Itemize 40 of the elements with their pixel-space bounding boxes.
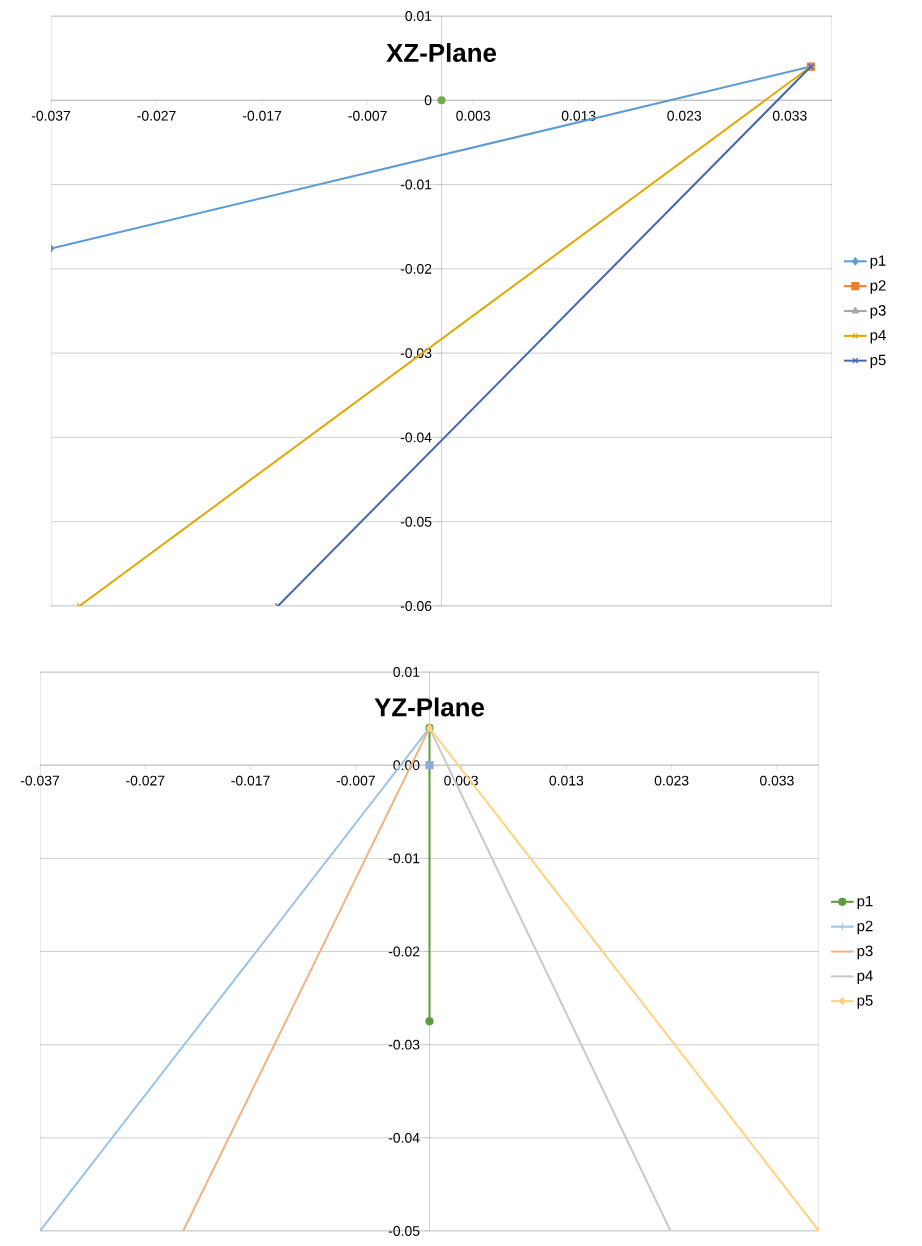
x-tick-label: 0.013 (549, 775, 584, 786)
text: XZ-Plane (386, 43, 497, 63)
y-tick-label: -0.02 (400, 263, 432, 274)
legend-label: p3 (857, 945, 873, 960)
x-tick-label: -0.007 (348, 110, 387, 121)
x-tick-label: 0.033 (772, 110, 807, 121)
y-tick-label: -0.02 (388, 946, 420, 957)
x-tick-label: 0.003 (456, 110, 490, 121)
x-tick-label: -0.027 (126, 775, 165, 786)
x-tick-label: -0.017 (231, 775, 270, 786)
legend-label: p4 (857, 970, 873, 984)
legend-label: p1 (870, 255, 886, 269)
y-tick-label: -0.01 (400, 179, 432, 190)
legend-label: p2 (870, 280, 886, 294)
y-tick-label: -0.05 (400, 516, 432, 527)
y-tick-label: -0.01 (388, 853, 420, 864)
y-tick-label: 0.01 (393, 667, 420, 677)
legend-label: p4 (870, 330, 886, 344)
y-tick-label: -0.03 (388, 1039, 420, 1050)
y-tick-label: 0 (424, 95, 432, 106)
legend-label: p5 (857, 995, 873, 1009)
y-tick-label: 0.01 (405, 11, 432, 21)
y-tick-label: -0.06 (400, 601, 432, 611)
x-tick-label: -0.017 (242, 110, 282, 121)
x-tick-label: -0.037 (20, 775, 60, 786)
x-tick-label: -0.037 (31, 110, 71, 121)
x-tick-label: 0.023 (667, 110, 702, 121)
x-tick-label: 0.033 (759, 775, 794, 786)
legend-label: p2 (857, 920, 873, 935)
x-tick-label: 0.003 (444, 775, 478, 786)
y-tick-label: -0.04 (400, 432, 432, 443)
y-tick-label: -0.05 (388, 1226, 420, 1236)
legend-label: p5 (870, 354, 886, 369)
text: YZ-Plane (374, 697, 485, 717)
x-tick-label: 0.023 (654, 775, 689, 786)
y-tick-label: -0.04 (388, 1132, 420, 1143)
x-tick-label: -0.027 (137, 110, 176, 121)
legend-label: p1 (857, 895, 873, 910)
x-tick-label: -0.007 (336, 775, 375, 786)
legend-label: p3 (870, 305, 886, 319)
